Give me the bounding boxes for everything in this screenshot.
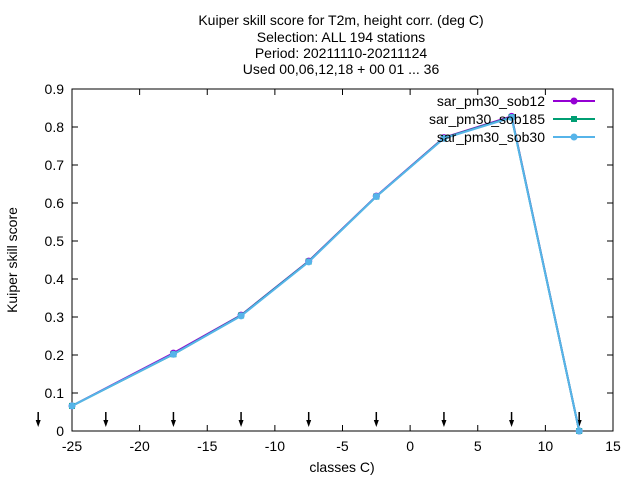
- data-point: [508, 114, 516, 121]
- x-tick-label: -20: [130, 438, 150, 454]
- legend-marker: [570, 97, 578, 105]
- series-line: [71, 116, 581, 432]
- data-point: [68, 402, 76, 410]
- class-boundary-arrow-head: [35, 420, 41, 427]
- data-point: [372, 193, 380, 201]
- class-boundary-arrow-head: [509, 420, 515, 427]
- class-boundary-arrow: [103, 412, 109, 427]
- class-boundary-arrow: [306, 412, 312, 427]
- legend-label: sar_pm30_sob30: [437, 129, 545, 145]
- series-line: [71, 115, 581, 432]
- legend-entry: sar_pm30_sob12: [437, 93, 595, 109]
- chart-title: Kuiper skill score for T2m, height corr.…: [198, 12, 483, 77]
- series-3: [68, 114, 583, 435]
- y-tick-label: 0.6: [45, 195, 65, 211]
- class-boundary-arrow-head: [373, 420, 379, 427]
- x-tick-label: -10: [265, 438, 285, 454]
- legend-marker: [571, 116, 577, 122]
- y-axis: 0 0.1 0.2 0.3 0.4 0.5 0.6 0.7 0.8 0.9: [45, 81, 613, 439]
- data-point: [237, 312, 245, 320]
- class-boundary-arrow-head: [306, 420, 312, 427]
- class-boundary-arrow: [441, 412, 447, 427]
- legend: sar_pm30_sob12 sar_pm30_sob185 sar_pm30_so…: [429, 93, 595, 145]
- x-tick-label: -25: [62, 438, 82, 454]
- legend-label: sar_pm30_sob185: [429, 111, 545, 127]
- legend-marker: [570, 133, 578, 141]
- x-tick-label: 15: [605, 438, 621, 454]
- data-point: [440, 134, 448, 142]
- y-tick-label: 0.7: [45, 157, 65, 173]
- x-tick-label: -15: [197, 438, 217, 454]
- series-2: [69, 114, 583, 434]
- y-axis-title: Kuiper skill score: [4, 207, 20, 313]
- class-boundary-arrow: [170, 412, 176, 427]
- class-boundary-arrow-head: [103, 420, 109, 427]
- legend-entry: sar_pm30_sob185: [429, 111, 595, 127]
- title-line-3: Period: 20211110-20211124: [255, 45, 428, 61]
- class-boundary-arrow-head: [441, 420, 447, 427]
- data-point: [169, 350, 177, 358]
- y-tick-label: 0.3: [45, 309, 65, 325]
- data-point: [305, 258, 313, 266]
- y-tick-label: 0.2: [45, 347, 65, 363]
- class-boundary-arrow: [509, 412, 515, 427]
- y-tick-label: 0.5: [45, 233, 65, 249]
- x-axis: -25 -20 -15 -10 -5 0 5 10 15: [62, 89, 621, 454]
- title-line-4: Used 00,06,12,18 + 00 01 ... 36: [243, 61, 440, 77]
- series-1: [68, 112, 583, 435]
- x-axis-title: classes C): [309, 459, 374, 475]
- legend-label: sar_pm30_sob12: [437, 93, 545, 109]
- class-boundary-arrow: [373, 412, 379, 427]
- series-layer: [68, 112, 583, 435]
- data-point: [575, 427, 583, 435]
- series-line: [71, 115, 581, 432]
- class-markers: [35, 412, 582, 427]
- x-tick-label: 0: [406, 438, 414, 454]
- y-tick-label: 0.9: [45, 81, 65, 97]
- x-tick-label: -5: [336, 438, 349, 454]
- class-boundary-arrow: [238, 412, 244, 427]
- title-line-1: Kuiper skill score for T2m, height corr.…: [198, 12, 483, 28]
- title-line-2: Selection: ALL 194 stations: [257, 29, 425, 45]
- y-tick-label: 0.4: [45, 271, 65, 287]
- class-boundary-arrow-head: [238, 420, 244, 427]
- y-tick-label: 0.8: [45, 119, 65, 135]
- x-tick-label: 5: [474, 438, 482, 454]
- class-boundary-arrow-head: [170, 420, 176, 427]
- y-tick-label: 0.1: [45, 385, 65, 401]
- class-boundary-arrow: [35, 412, 41, 427]
- legend-entry: sar_pm30_sob30: [437, 129, 595, 145]
- x-tick-label: 10: [538, 438, 554, 454]
- y-tick-label: 0: [56, 423, 64, 439]
